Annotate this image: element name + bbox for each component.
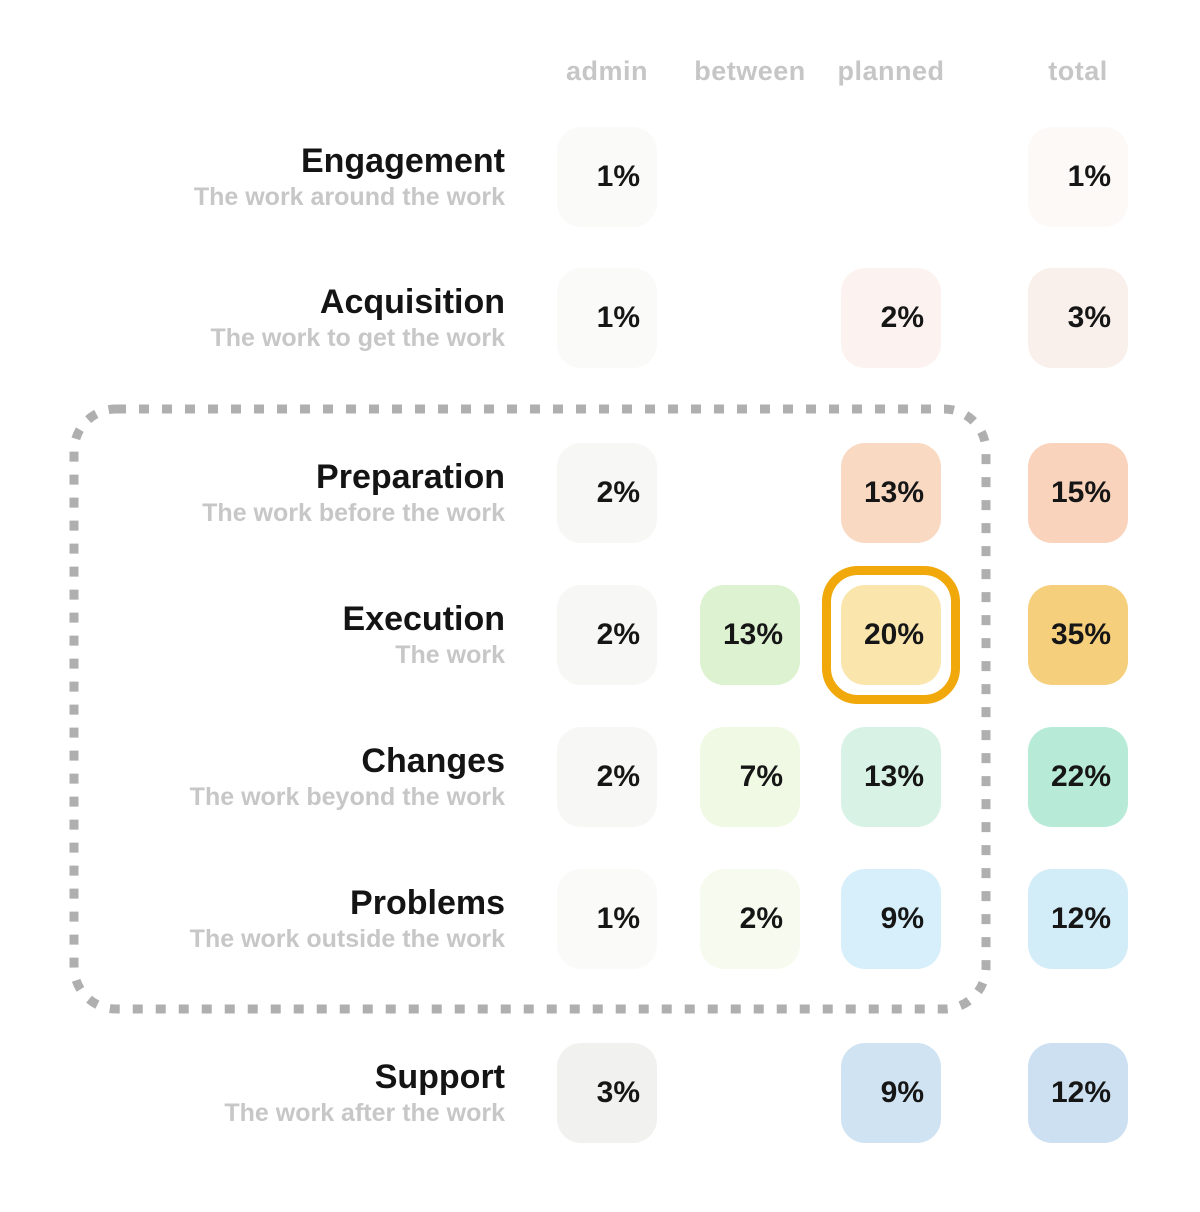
row-title: Preparation <box>316 457 505 496</box>
cell-problems-planned[interactable]: 9% <box>841 869 941 969</box>
table-row-problems: Problems The work outside the work 1% 2%… <box>0 869 1200 969</box>
cell-engagement-total[interactable]: 1% <box>1028 127 1128 227</box>
cell-support-total[interactable]: 12% <box>1028 1043 1128 1143</box>
selection-ring <box>822 566 960 704</box>
cell-execution-total[interactable]: 35% <box>1028 585 1128 685</box>
cell-problems-total[interactable]: 12% <box>1028 869 1128 969</box>
cell-execution-admin[interactable]: 2% <box>557 585 657 685</box>
table-row-engagement: Engagement The work around the work 1% 1… <box>0 127 1200 227</box>
table-row-acquisition: Acquisition The work to get the work 1% … <box>0 268 1200 368</box>
column-header-total: total <box>1048 56 1108 86</box>
table-row-changes: Changes The work beyond the work 2% 7% 1… <box>0 727 1200 827</box>
cell-changes-total[interactable]: 22% <box>1028 727 1128 827</box>
cell-engagement-admin[interactable]: 1% <box>557 127 657 227</box>
cell-changes-between[interactable]: 7% <box>700 727 800 827</box>
row-subtitle: The work around the work <box>193 183 505 212</box>
row-subtitle: The work outside the work <box>189 925 505 954</box>
row-title: Execution <box>342 599 505 638</box>
row-title: Support <box>374 1057 505 1096</box>
row-title: Problems <box>350 883 505 922</box>
row-title: Acquisition <box>319 282 505 321</box>
cell-execution-between[interactable]: 13% <box>700 585 800 685</box>
row-subtitle: The work after the work <box>224 1099 505 1128</box>
row-label-execution: Execution The work <box>343 600 505 670</box>
row-label-changes: Changes The work beyond the work <box>190 742 505 812</box>
row-subtitle: The work <box>395 641 505 670</box>
row-title: Engagement <box>300 141 505 180</box>
row-subtitle: The work before the work <box>202 499 505 528</box>
cell-problems-between[interactable]: 2% <box>700 869 800 969</box>
cell-support-planned[interactable]: 9% <box>841 1043 941 1143</box>
row-subtitle: The work beyond the work <box>189 783 505 812</box>
cell-acquisition-admin[interactable]: 1% <box>557 268 657 368</box>
table-row-preparation: Preparation The work before the work 2% … <box>0 443 1200 543</box>
cell-acquisition-total[interactable]: 3% <box>1028 268 1128 368</box>
row-label-problems: Problems The work outside the work <box>190 884 505 954</box>
row-label-acquisition: Acquisition The work to get the work <box>211 283 505 353</box>
table-row-support: Support The work after the work 3% 9% 12… <box>0 1043 1200 1143</box>
cell-changes-admin[interactable]: 2% <box>557 727 657 827</box>
cell-acquisition-planned[interactable]: 2% <box>841 268 941 368</box>
row-title: Changes <box>361 741 505 780</box>
row-subtitle: The work to get the work <box>210 324 505 353</box>
row-label-engagement: Engagement The work around the work <box>194 142 505 212</box>
row-label-preparation: Preparation The work before the work <box>202 458 505 528</box>
cell-support-admin[interactable]: 3% <box>557 1043 657 1143</box>
column-header-between: between <box>694 56 806 86</box>
cell-execution-planned-selected[interactable]: 20% <box>822 566 960 704</box>
row-label-support: Support The work after the work <box>224 1058 505 1128</box>
table-row-execution: Execution The work 2% 13% 20% 35% <box>0 566 1200 704</box>
cell-preparation-admin[interactable]: 2% <box>557 443 657 543</box>
column-header-admin: admin <box>565 56 648 86</box>
column-header-planned: planned <box>837 56 945 86</box>
cell-preparation-total[interactable]: 15% <box>1028 443 1128 543</box>
cell-changes-planned[interactable]: 13% <box>841 727 941 827</box>
cell-preparation-planned[interactable]: 13% <box>841 443 941 543</box>
cell-problems-admin[interactable]: 1% <box>557 869 657 969</box>
